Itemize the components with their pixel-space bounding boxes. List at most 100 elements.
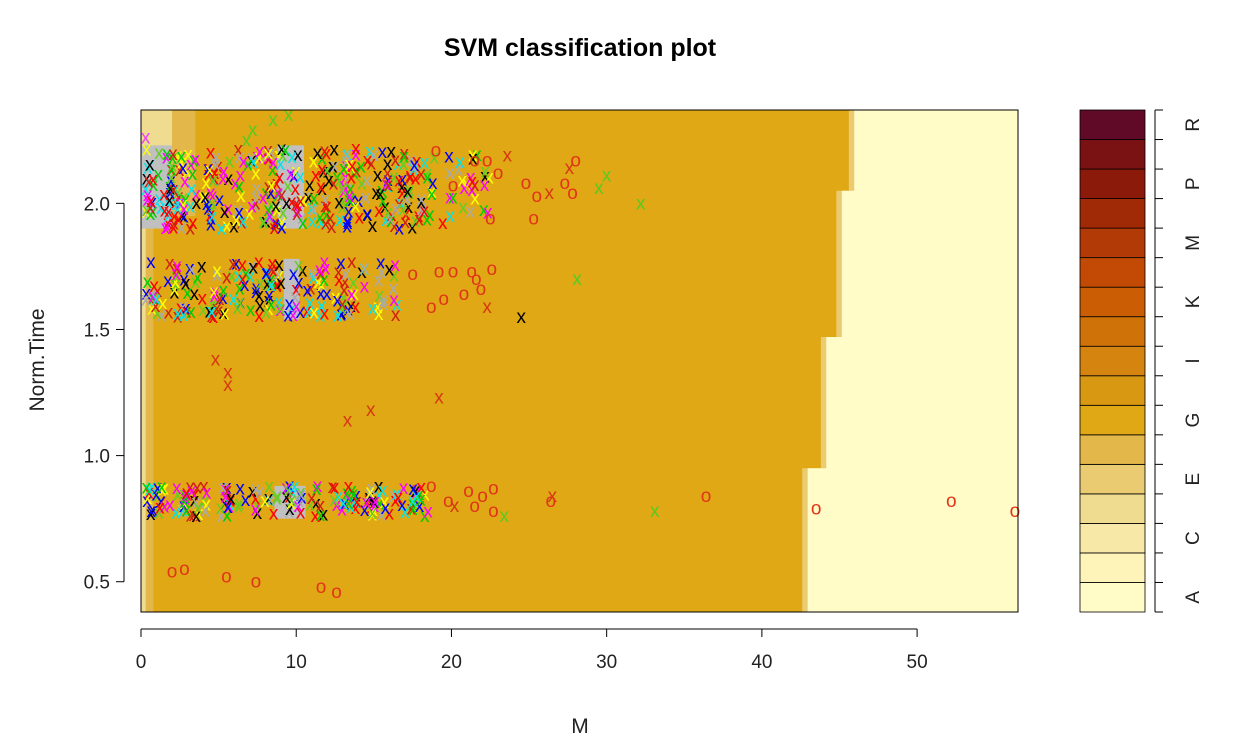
data-point: o: [469, 496, 480, 517]
cluster-mark: x: [398, 169, 408, 190]
data-point: o: [1010, 501, 1021, 522]
cluster-mark: x: [408, 494, 418, 515]
cluster-mark: x: [237, 212, 247, 233]
cluster-mark: x: [324, 171, 334, 192]
cluster-mark: x: [142, 200, 152, 221]
cluster-mark: x: [367, 478, 377, 499]
cluster-mark: x: [256, 274, 266, 295]
cluster-mark: x: [174, 209, 184, 230]
cluster-mark: x: [352, 492, 362, 513]
cluster-mark: x: [274, 255, 284, 276]
cluster-mark: x: [405, 165, 415, 186]
cluster-mark: x: [329, 140, 339, 161]
cluster-mark: x: [189, 505, 199, 526]
cluster-mark: x: [201, 187, 211, 208]
cluster-mark: x: [261, 183, 271, 204]
cluster-mark: x: [366, 497, 376, 518]
data-point: o: [471, 269, 482, 290]
cluster-mark: x: [302, 301, 312, 322]
cluster-mark: x: [179, 305, 189, 326]
cluster-mark: x: [317, 160, 327, 181]
cluster-mark: x: [247, 151, 257, 172]
cluster-mark: x: [157, 477, 167, 498]
cluster-mark: x: [247, 148, 257, 169]
cluster-mark: x: [186, 477, 196, 498]
support-vector-point: x: [572, 269, 582, 290]
cluster-mark: x: [283, 306, 293, 327]
cluster-mark: x: [417, 189, 427, 210]
cluster-mark: x: [287, 147, 297, 168]
cluster-mark: x: [222, 478, 232, 499]
cluster-mark: x: [155, 189, 165, 210]
cluster-mark: x: [322, 284, 332, 305]
cluster-mark: x: [322, 160, 332, 181]
cluster-mark: x: [347, 156, 357, 177]
cluster-mark: x: [240, 275, 250, 296]
cluster-mark: x: [235, 293, 245, 314]
cluster-mark: x: [271, 213, 281, 234]
cluster-mark: x: [323, 161, 333, 182]
cluster-mark: x: [258, 212, 268, 233]
cluster-mark: x: [392, 295, 402, 316]
cluster-mark: x: [389, 486, 399, 507]
data-point: o: [251, 572, 262, 593]
cluster-mark: x: [179, 188, 189, 209]
cluster-mark: x: [313, 143, 323, 164]
cluster-mark: x: [234, 494, 244, 515]
cluster-mark: x: [364, 488, 374, 509]
cluster-mark: x: [192, 193, 202, 214]
cluster-mark: x: [336, 304, 346, 325]
cluster-mark: x: [309, 303, 319, 324]
cluster-mark: x: [173, 485, 183, 506]
cluster-mark: x: [209, 307, 219, 328]
cluster-mark: x: [340, 494, 350, 515]
cluster-mark: x: [357, 262, 367, 283]
cluster-mark: x: [269, 503, 279, 524]
support-vector-point: x: [141, 128, 151, 149]
cluster-mark: x: [264, 299, 274, 320]
cluster-mark: x: [369, 145, 379, 166]
cluster-mark: x: [305, 495, 315, 516]
cluster-mark: x: [152, 289, 162, 310]
data-point: o: [434, 261, 445, 282]
cluster-mark: x: [264, 477, 274, 498]
legend-label: K: [1183, 295, 1204, 308]
data-point: o: [485, 208, 496, 229]
cluster-mark: x: [215, 289, 225, 310]
cluster-mark: x: [297, 488, 307, 509]
cluster-mark: x: [339, 288, 349, 309]
cluster-mark: x: [377, 262, 387, 283]
cluster-mark: x: [316, 283, 326, 304]
cluster-mark: x: [383, 163, 393, 184]
cluster-mark: x: [327, 217, 337, 238]
cluster-mark: x: [410, 155, 420, 176]
region-A: [807, 110, 1018, 612]
cluster-mark: x: [147, 298, 157, 319]
cluster-mark: x: [157, 491, 167, 512]
cluster-mark: x: [209, 282, 219, 303]
cluster-mark: x: [169, 179, 179, 200]
cluster-mark: x: [391, 150, 401, 171]
cluster-mark: x: [295, 491, 305, 512]
cluster-mark: x: [262, 263, 272, 284]
cluster-mark: x: [401, 204, 411, 225]
cluster-mark: x: [193, 268, 203, 289]
data-point: o: [545, 491, 556, 512]
cluster-mark: x: [268, 160, 278, 181]
cluster-mark: x: [142, 140, 152, 161]
cluster-mark: x: [212, 265, 222, 286]
cluster-mark: x: [222, 268, 232, 289]
cluster-mark: x: [343, 213, 353, 234]
cluster-mark: x: [406, 150, 416, 171]
cluster-mark: x: [238, 212, 248, 233]
cluster-mark: x: [198, 300, 208, 321]
cluster-mark: x: [188, 164, 198, 185]
cluster-mark: x: [177, 218, 187, 239]
cluster-mark: x: [345, 190, 355, 211]
cluster-mark: x: [143, 158, 153, 179]
cluster-mark: x: [384, 176, 394, 197]
cluster-mark: x: [332, 167, 342, 188]
cluster-mark: x: [254, 285, 264, 306]
cluster-mark: x: [207, 302, 217, 323]
cluster-mark: x: [187, 179, 197, 200]
